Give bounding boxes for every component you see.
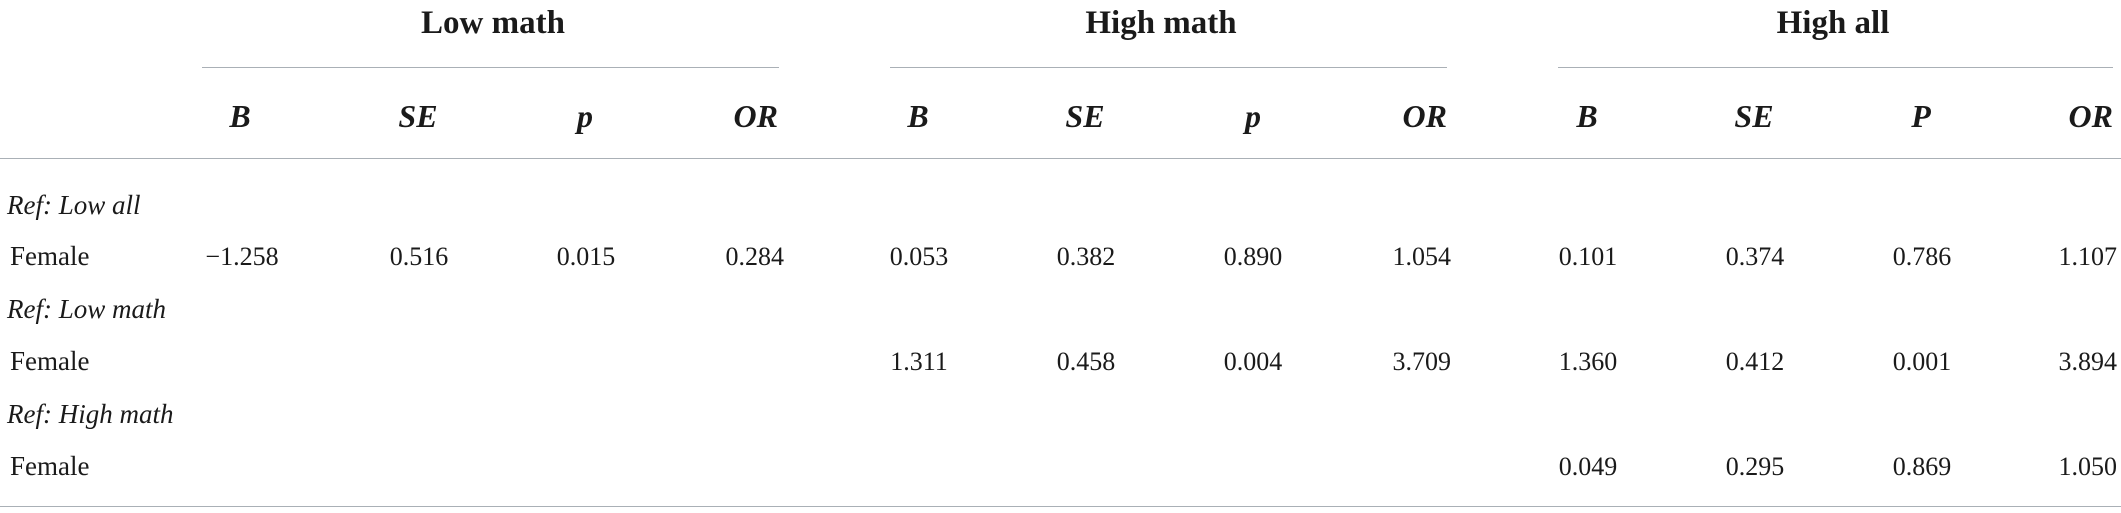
table-cell: 0.004 bbox=[1223, 347, 1283, 376]
group-rule-low-math bbox=[202, 67, 779, 68]
ref-label: Ref: High math bbox=[7, 399, 174, 429]
table-cell: 0.890 bbox=[1223, 242, 1283, 271]
table-cell: 0.374 bbox=[1725, 242, 1785, 271]
col-header-low-math-p: p bbox=[577, 98, 593, 134]
table-cell: 0.053 bbox=[889, 242, 949, 271]
table-cell: 1.107 bbox=[2058, 242, 2118, 271]
table-cell: 0.001 bbox=[1892, 347, 1952, 376]
table-cell: 1.050 bbox=[2058, 452, 2118, 481]
table-cell: 1.311 bbox=[890, 347, 948, 376]
group-rule-high-all bbox=[1558, 67, 2113, 68]
group-header-high-all: High all bbox=[1776, 5, 1890, 41]
table-cell: 1.360 bbox=[1558, 347, 1618, 376]
col-header-low-math-b: B bbox=[229, 98, 251, 134]
col-header-high-math-or: OR bbox=[1402, 98, 1447, 134]
table-cell: 3.894 bbox=[2058, 347, 2118, 376]
row-label: Female bbox=[10, 451, 90, 481]
ref-label: Ref: Low all bbox=[7, 190, 141, 220]
row-label: Female bbox=[10, 241, 90, 271]
col-header-high-all-se: SE bbox=[1734, 98, 1774, 134]
col-header-low-math-or: OR bbox=[733, 98, 778, 134]
row-label: Female bbox=[10, 346, 90, 376]
group-header-high-math: High math bbox=[1085, 5, 1237, 41]
col-header-low-math-se: SE bbox=[398, 98, 438, 134]
table-cell: 1.054 bbox=[1392, 242, 1452, 271]
col-header-high-all-b: B bbox=[1576, 98, 1598, 134]
table-cell: 0.412 bbox=[1725, 347, 1785, 376]
table-cell: 0.101 bbox=[1558, 242, 1618, 271]
table-cell: 0.015 bbox=[556, 242, 616, 271]
table-cell: 0.382 bbox=[1056, 242, 1116, 271]
table-cell: 0.284 bbox=[725, 242, 785, 271]
table-cell: 0.049 bbox=[1558, 452, 1618, 481]
table-cell: 0.295 bbox=[1725, 452, 1785, 481]
col-header-high-all-or: OR bbox=[2068, 98, 2113, 134]
header-rule bbox=[0, 158, 2121, 159]
col-header-high-math-se: SE bbox=[1065, 98, 1105, 134]
table-cell: 0.786 bbox=[1892, 242, 1952, 271]
bottom-rule bbox=[0, 506, 2121, 507]
table-cell: 0.869 bbox=[1892, 452, 1952, 481]
col-header-high-all-p: P bbox=[1911, 98, 1931, 134]
table-cell: −1.258 bbox=[205, 242, 279, 271]
col-header-high-math-p: p bbox=[1245, 98, 1261, 134]
table-cell: 0.458 bbox=[1056, 347, 1116, 376]
ref-label: Ref: Low math bbox=[7, 294, 166, 324]
table-cell: 0.516 bbox=[389, 242, 449, 271]
col-header-high-math-b: B bbox=[907, 98, 929, 134]
group-header-low-math: Low math bbox=[421, 5, 565, 41]
group-rule-high-math bbox=[890, 67, 1447, 68]
table-cell: 3.709 bbox=[1392, 347, 1452, 376]
